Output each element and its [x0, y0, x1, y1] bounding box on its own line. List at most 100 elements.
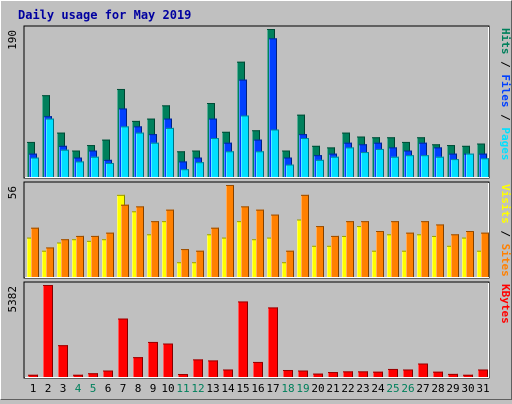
kbytes-bar [118, 318, 128, 377]
sites-bar [466, 231, 474, 277]
sites-bar [346, 221, 354, 277]
kbytes-bar [28, 374, 38, 377]
pages-bar [181, 169, 189, 177]
x-tick-label: 28 [431, 382, 444, 395]
pages-bar [256, 151, 264, 177]
sites-bar [316, 226, 324, 277]
pages-bar [106, 162, 114, 177]
y-max-label: 56 [6, 186, 19, 199]
x-tick-label: 29 [446, 382, 459, 395]
x-tick-label: 20 [311, 382, 324, 395]
kbytes-bar [343, 371, 353, 377]
x-tick-label: 16 [251, 382, 264, 395]
pages-bar [226, 151, 234, 177]
pages-bar [211, 138, 219, 177]
pages-bar [316, 159, 324, 177]
files-bar [269, 38, 277, 178]
legend-item-kbytes: KBytes [499, 284, 512, 324]
sites-bar [136, 206, 144, 277]
kbytes-bar [88, 373, 98, 377]
legend: Visits / Sites [499, 184, 512, 277]
sites-bar [106, 232, 114, 277]
sites-bar [301, 194, 309, 277]
kbytes-bar [103, 370, 113, 377]
pages-bar [286, 164, 294, 177]
sites-bar [256, 209, 264, 277]
x-tick-label: 1 [30, 382, 37, 395]
kbytes-bar [463, 374, 473, 377]
kbytes-bar [163, 343, 173, 377]
kbytes-bar [388, 368, 398, 377]
chart-panel-1: 190 Hits / Files / Pages [6, 25, 512, 179]
x-tick-label: 27 [416, 382, 429, 395]
kbytes-bar [208, 360, 218, 377]
legend-separator: / [499, 108, 512, 128]
hits-bar [102, 139, 110, 177]
legend: KBytes [499, 284, 512, 324]
pages-bar [451, 159, 459, 177]
sites-bar [196, 250, 204, 277]
kbytes-bar [418, 363, 428, 377]
kbytes-bar [283, 369, 293, 377]
x-tick-label: 19 [296, 382, 309, 395]
kbytes-bar [433, 371, 443, 377]
pages-bar [406, 155, 414, 177]
sites-bar [76, 235, 84, 277]
pages-bar [136, 132, 144, 177]
pages-bar [331, 156, 339, 177]
sites-bar [286, 250, 294, 277]
kbytes-bar [373, 371, 383, 377]
kbytes-bar [43, 285, 53, 377]
sites-bar [481, 232, 489, 277]
pages-bar [466, 153, 474, 177]
sites-bar [211, 227, 219, 277]
x-tick-label: 14 [221, 382, 235, 395]
x-tick-label: 12 [191, 382, 204, 395]
x-tick-label: 13 [206, 382, 219, 395]
pages-bar [196, 162, 204, 177]
kbytes-bar [178, 374, 188, 377]
x-tick-label: 5 [90, 382, 97, 395]
x-tick-label: 30 [461, 382, 474, 395]
pages-bar [61, 149, 69, 177]
x-tick-label: 8 [135, 382, 142, 395]
x-tick-label: 31 [476, 382, 489, 395]
sites-bar [226, 185, 234, 277]
kbytes-bar [253, 361, 263, 377]
y-max-label: 5382 [6, 286, 19, 313]
pages-bar [151, 142, 159, 177]
chart-title: Daily usage for May 2019 [18, 8, 191, 22]
kbytes-bar [448, 373, 458, 377]
sites-bar [331, 235, 339, 277]
sites-bar [376, 231, 384, 277]
sites-bar [181, 249, 189, 277]
pages-bar [481, 158, 489, 177]
kbytes-bar [298, 370, 308, 377]
sites-bar [451, 234, 459, 277]
x-tick-label: 7 [120, 382, 127, 395]
kbytes-bar [193, 359, 203, 377]
chart-panel-3: 5382 KBytes [6, 281, 512, 379]
kbytes-bar [73, 374, 83, 377]
pages-bar [91, 156, 99, 177]
pages-bar [241, 115, 249, 177]
kbytes-bar [358, 371, 368, 377]
x-tick-label: 2 [45, 382, 52, 395]
kbytes-bar [313, 373, 323, 377]
x-tick-label: 11 [176, 382, 189, 395]
x-tick-label: 26 [401, 382, 414, 395]
x-tick-label: 4 [75, 382, 82, 395]
kbytes-bar [403, 369, 413, 377]
sites-bar [436, 224, 444, 277]
legend: Hits / Files / Pages [499, 28, 512, 161]
pages-bar [166, 127, 174, 177]
sites-bar [61, 239, 69, 277]
pages-bar [421, 155, 429, 177]
x-tick-label: 25 [386, 382, 399, 395]
pages-bar [76, 161, 84, 177]
kbytes-bar [268, 307, 278, 377]
kbytes-bar [58, 345, 68, 377]
pages-bar [391, 156, 399, 177]
